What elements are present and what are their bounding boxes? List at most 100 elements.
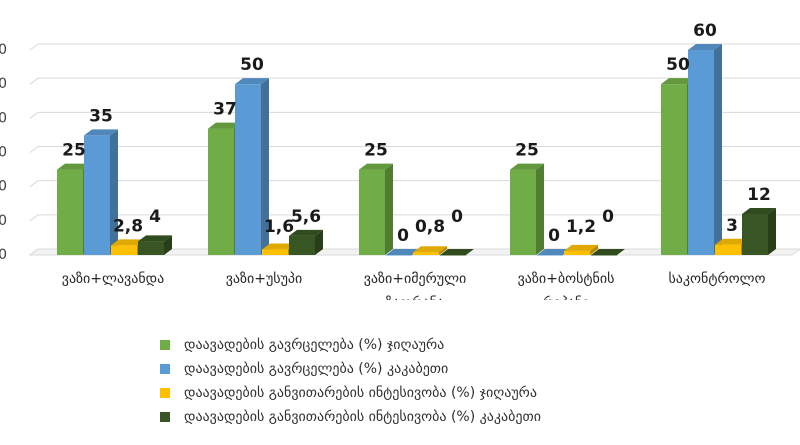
y-tick-label: 0 <box>0 76 7 92</box>
data-label: 25 <box>62 141 86 161</box>
bar-side <box>590 244 598 255</box>
data-label: 35 <box>89 106 113 126</box>
bar <box>742 214 768 255</box>
category-label: ვაზი+ლავანდა <box>62 271 164 287</box>
bar-top <box>715 238 749 245</box>
y-tick-label: 0 <box>0 145 7 161</box>
bar <box>564 250 590 255</box>
bar-top <box>235 78 269 85</box>
y-tick-label: 0 <box>0 213 7 229</box>
bar-side <box>385 163 393 255</box>
bar <box>208 128 234 255</box>
bar <box>715 244 741 255</box>
bar <box>84 135 110 255</box>
bar-side <box>164 235 172 255</box>
bar-top <box>386 249 420 255</box>
bar-side <box>110 129 118 255</box>
data-label: 3 <box>726 216 738 236</box>
category-labels: ვაზი+ლავანდა ვაზი+უსუპი ვაზი+იმერული ზაფრან… <box>62 270 766 300</box>
data-label: 50 <box>666 55 690 75</box>
data-label: 1,2 <box>566 217 596 237</box>
chart-bars <box>57 44 776 256</box>
data-label: 0 <box>451 207 463 227</box>
category-label: ზაფრანა <box>386 294 444 300</box>
bar-top <box>591 249 625 255</box>
legend: დაავადების გავრცელება (%) ჯიღაურა დაავად… <box>160 333 541 429</box>
data-label: 60 <box>693 21 717 41</box>
legend-label: დაავადების გავრცელება (%) კაკაბეთი <box>184 361 449 377</box>
data-label: 25 <box>364 141 388 161</box>
y-tick-label: 0 <box>0 247 7 263</box>
bar <box>138 241 164 255</box>
data-label: 2,8 <box>113 216 143 236</box>
gridline-depth <box>29 214 39 222</box>
data-label: 4 <box>149 207 161 227</box>
data-label: 5,6 <box>291 207 321 227</box>
bar <box>57 169 83 255</box>
bar <box>537 255 563 256</box>
bar-top <box>440 249 474 255</box>
category-label: ვაზი+იმერული <box>364 270 467 287</box>
bar-side <box>261 78 269 256</box>
legend-item: დაავადების განვითარების ინტესივობა (%) კ… <box>160 405 541 429</box>
bar-side <box>536 163 544 255</box>
bar <box>111 245 137 255</box>
gridline-depth <box>29 77 39 85</box>
bar-top <box>138 235 172 242</box>
legend-item: დაავადების გავრცელება (%) კაკაბეთი <box>160 357 541 381</box>
data-label: 0 <box>397 226 409 246</box>
bar <box>386 255 412 256</box>
bar <box>413 252 439 255</box>
bar-top <box>688 44 722 50</box>
y-axis-ticks: 0 0 0 0 0 0 0 <box>0 42 7 263</box>
bar <box>262 249 288 255</box>
bar-side <box>768 208 776 255</box>
legend-swatch <box>160 412 170 422</box>
bar-top <box>84 129 118 136</box>
bar-side <box>714 44 722 255</box>
data-label: 25 <box>515 141 539 161</box>
gridline-depth <box>29 43 39 51</box>
bar <box>440 255 466 256</box>
y-tick-label: 0 <box>0 42 7 58</box>
legend-swatch <box>160 340 170 350</box>
category-label: ვაზი+ბოსტნის <box>518 271 615 287</box>
y-tick-label: 0 <box>0 110 7 126</box>
legend-label: დაავადების განვითარების ინტესივობა (%) კ… <box>184 409 541 425</box>
bar <box>510 169 536 255</box>
bar <box>359 169 385 255</box>
bar-top <box>742 208 776 214</box>
legend-label: დაავადების გავრცელება (%) ჯიღაურა <box>184 337 445 353</box>
bar-top <box>564 244 598 251</box>
bar-side <box>315 229 323 255</box>
data-label: 0 <box>548 226 560 246</box>
bar-top <box>262 243 296 250</box>
bar-top <box>208 122 242 129</box>
bar-top <box>57 163 91 170</box>
bar-top <box>359 163 393 170</box>
bar <box>591 255 617 256</box>
bar-top <box>537 249 571 255</box>
bar-top <box>289 229 323 236</box>
data-label: 0,8 <box>415 217 445 237</box>
y-tick-label: 0 <box>0 179 7 195</box>
bar-top <box>111 239 145 246</box>
category-label: რეჰანი <box>542 294 589 300</box>
legend-item: დაავადების განვითარების ინტესივობა (%) ჯ… <box>160 381 541 405</box>
bar <box>661 84 687 256</box>
legend-swatch <box>160 364 170 374</box>
bar-top <box>661 78 695 85</box>
data-label: 1,6 <box>264 217 294 237</box>
data-label: 37 <box>213 100 237 120</box>
category-label: ვაზი+უსუპი <box>226 271 303 287</box>
legend-item: დაავადების გავრცელება (%) ჯიღაურა <box>160 333 541 357</box>
data-label: 12 <box>747 185 771 205</box>
gridline-depth <box>29 111 39 119</box>
bar-top <box>413 246 447 253</box>
bar <box>235 84 261 256</box>
bar-side <box>439 246 447 255</box>
legend-swatch <box>160 388 170 398</box>
legend-label: დაავადების განვითარების ინტესივობა (%) ჯ… <box>184 385 537 401</box>
